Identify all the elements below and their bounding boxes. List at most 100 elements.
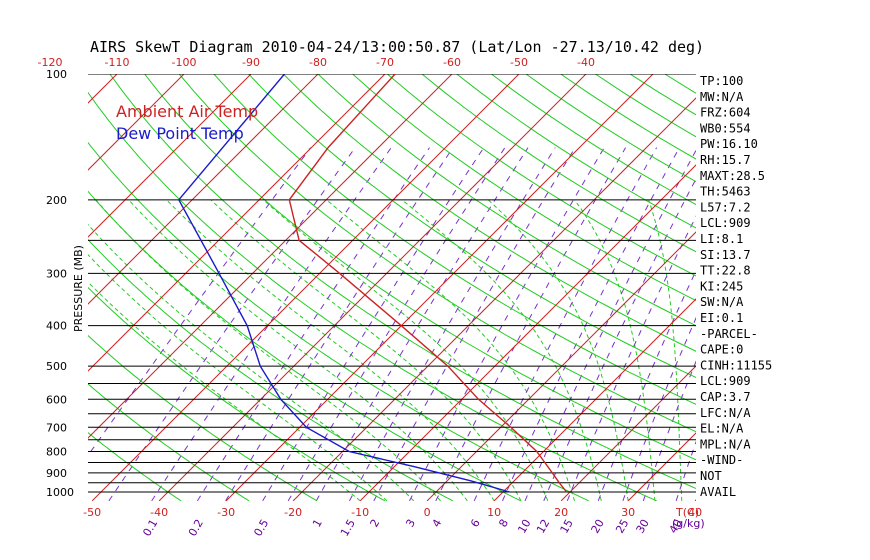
dry-adiabat-line	[421, 74, 696, 253]
moist-adiabat-line	[487, 199, 629, 501]
top-temp-tick-label: -50	[510, 56, 528, 69]
isotherm-line	[88, 74, 386, 372]
dry-adiabat-line	[109, 74, 696, 490]
dry-adiabat-line	[386, 74, 696, 277]
pressure-tick-label: 700	[46, 421, 67, 434]
isotherm-line	[829, 74, 870, 501]
top-temp-tick-label: -40	[577, 56, 595, 69]
sounding-series	[177, 74, 568, 493]
dry-adiabat-line	[144, 74, 696, 461]
stability-index: RH:15.7	[700, 153, 751, 167]
isotherms	[88, 74, 870, 501]
mixing-ratio-unit-label: (g/kg)	[672, 517, 705, 530]
mixing-ratio-tick-label: 10	[515, 517, 533, 536]
stability-index: KI:245	[700, 279, 743, 293]
mixing-ratio-line	[543, 177, 696, 501]
dry-adiabat-line	[88, 286, 386, 501]
moist-adiabat-line	[574, 199, 656, 501]
top-temp-ticks: -120 -110 -100 -90 -80 -70 -60 -50 -40	[38, 56, 595, 69]
stability-index: NOT	[700, 469, 722, 483]
moist-adiabat-line	[88, 281, 361, 501]
pressure-tick-label: 1000	[46, 486, 74, 499]
mixing-ratio-line	[524, 149, 696, 501]
bottom-temp-ticks: -50 -40 -30 -20 -10 0 10 20 30 40	[83, 506, 702, 519]
mixing-ratio-tick-label: 1.5	[338, 517, 358, 539]
isotherm-line	[426, 231, 696, 501]
dry-adiabat-line	[178, 74, 696, 433]
mixing-ratio-tick-label: 20	[589, 517, 607, 536]
mixing-ratio-tick-label: 8	[496, 517, 511, 530]
top-temp-tick-label: -120	[38, 56, 63, 69]
moist-adiabat-line	[95, 199, 441, 501]
moist-adiabat-line	[88, 223, 415, 501]
moist-adiabat-line	[401, 199, 602, 501]
mixing-ratio-tick-label: 40	[667, 517, 685, 536]
dry-adiabat-line	[804, 74, 870, 501]
mixing-ratio-line	[473, 147, 658, 501]
isotherm-line	[225, 74, 654, 501]
dry-adiabat-line	[88, 91, 657, 501]
bottom-temp-tick-label: 30	[621, 506, 635, 519]
dry-adiabat-line	[491, 74, 696, 206]
stability-index: MW:N/A	[700, 90, 744, 104]
isotherm-line	[88, 74, 453, 439]
dry-adiabat-line	[525, 74, 696, 183]
stability-index: MAXT:28.5	[700, 169, 765, 183]
pressure-tick-label: 200	[46, 194, 67, 207]
moist-adiabat-line	[648, 199, 683, 501]
dry-adiabat-line	[88, 190, 522, 501]
moist-adiabat-line	[326, 199, 575, 501]
stability-index: MPL:N/A	[700, 437, 751, 451]
chart-title: AIRS SkewT Diagram 2010-04-24/13:00:50.8…	[90, 38, 704, 56]
dry-adiabat-line	[282, 74, 696, 352]
mixing-ratio-tick-label: 0.1	[140, 517, 160, 539]
legend-entry: Dew Point Temp	[116, 124, 244, 143]
legend-entry: Ambient Air Temp	[116, 102, 258, 121]
isotherm-line	[762, 74, 870, 501]
bottom-temp-tick-label: 10	[487, 506, 501, 519]
stability-index: -PARCEL-	[700, 327, 758, 341]
top-temp-tick-label: -80	[309, 56, 327, 69]
stability-index: AVAIL	[700, 485, 736, 499]
bottom-temp-tick-label: 0	[424, 506, 431, 519]
isotherm-line	[359, 164, 696, 501]
stability-index: TP:100	[700, 74, 743, 88]
dew-point-line	[177, 74, 510, 493]
top-temp-tick-label: -90	[242, 56, 260, 69]
mixing-ratio-line	[88, 147, 312, 457]
isotherm-line	[91, 74, 520, 501]
bottom-temp-tick-label: 40	[688, 506, 702, 519]
pressure-tick-label: 300	[46, 267, 67, 280]
isotherm-line	[158, 74, 587, 501]
dry-adiabat-line	[352, 74, 696, 302]
stability-index: LCL:909	[700, 216, 751, 230]
dry-adiabats	[88, 74, 870, 501]
isobars	[88, 74, 696, 493]
stability-index: TT:22.8	[700, 264, 751, 278]
mixing-ratio-tick-label: 6	[468, 517, 483, 530]
stability-index: EL:N/A	[700, 422, 744, 436]
dry-adiabat-line	[664, 74, 696, 94]
pressure-tick-label: 500	[46, 360, 67, 373]
dry-adiabat-line	[317, 74, 696, 327]
stability-index: LFC:N/A	[700, 406, 751, 420]
mixing-ratio-line	[348, 147, 556, 501]
legend: Ambient Air Temp Dew Point Temp	[116, 102, 258, 143]
mixing-ratio-tick-label: 30	[634, 517, 652, 536]
mixing-ratio-tick-label: 25	[613, 517, 631, 536]
bottom-temp-tick-label: -30	[217, 506, 235, 519]
stability-index: TH:5463	[700, 185, 751, 199]
stability-index: L57:7.2	[700, 200, 751, 214]
temp-unit-label: T(C)	[675, 506, 699, 519]
isotherm-line	[88, 74, 185, 171]
pressure-tick-label: 900	[46, 467, 67, 480]
dry-adiabat-line	[88, 334, 318, 501]
isotherm-line	[560, 365, 696, 501]
stability-index: PW:16.10	[700, 137, 758, 151]
mixing-ratio-tick-label: 4	[430, 517, 445, 530]
top-temp-tick-label: -70	[376, 56, 394, 69]
stability-index: CAPE:0	[700, 343, 743, 357]
bottom-temp-tick-label: -40	[150, 506, 168, 519]
mixing-ratio-tick-label: 3	[403, 517, 418, 530]
